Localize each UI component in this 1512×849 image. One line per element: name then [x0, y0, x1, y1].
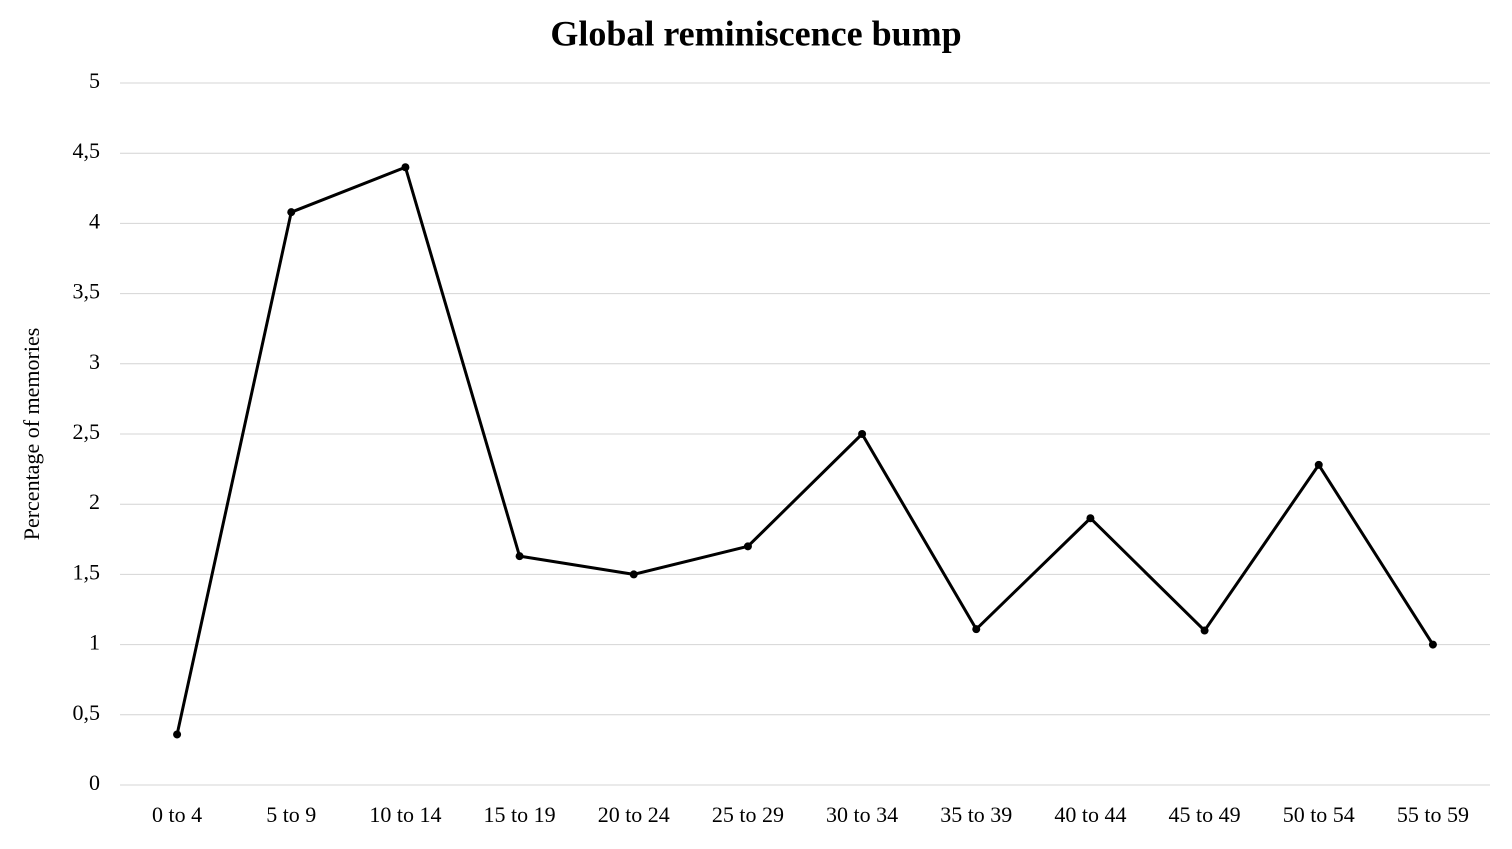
y-tick-label: 2,5	[73, 419, 101, 444]
data-point	[287, 208, 296, 217]
x-tick-label: 40 to 44	[1054, 802, 1126, 827]
x-tick-label: 0 to 4	[152, 802, 202, 827]
data-line	[175, 165, 1435, 735]
x-tick-label: 20 to 24	[598, 802, 670, 827]
y-axis-label: Percentage of memories	[19, 328, 44, 541]
x-tick-label: 45 to 49	[1169, 802, 1241, 827]
x-tick-label: 10 to 14	[369, 802, 441, 827]
data-point	[515, 552, 524, 561]
y-tick-label: 4	[89, 208, 100, 233]
x-tick-label: 25 to 29	[712, 802, 784, 827]
y-tick-label: 0	[89, 770, 100, 795]
data-point	[858, 430, 867, 438]
data-point	[972, 625, 981, 634]
x-tick-label: 35 to 39	[940, 802, 1012, 827]
y-tick-label: 2	[89, 489, 100, 514]
x-tick-label: 55 to 59	[1397, 802, 1469, 827]
data-point	[1086, 514, 1095, 523]
x-tick-label: 30 to 34	[826, 802, 898, 827]
y-tick-label: 1,5	[73, 559, 101, 584]
data-point	[401, 163, 410, 172]
x-tick-label: 15 to 19	[484, 802, 556, 827]
data-point	[1314, 460, 1323, 469]
y-tick-label: 3	[89, 349, 100, 374]
data-point	[629, 570, 638, 579]
y-tick-label: 1	[89, 630, 100, 655]
y-tick-label: 3,5	[73, 279, 101, 304]
chart-title: Global reminiscence bump	[550, 13, 961, 53]
y-tick-label: 4,5	[73, 138, 101, 163]
data-point	[1200, 626, 1209, 635]
y-tick-label: 0,5	[73, 700, 101, 725]
x-tick-label: 5 to 9	[266, 802, 316, 827]
data-point	[743, 542, 752, 551]
y-tick-label: 5	[89, 68, 100, 93]
data-point	[173, 730, 182, 739]
data-point	[1428, 640, 1437, 649]
x-tick-label: 50 to 54	[1283, 802, 1355, 827]
